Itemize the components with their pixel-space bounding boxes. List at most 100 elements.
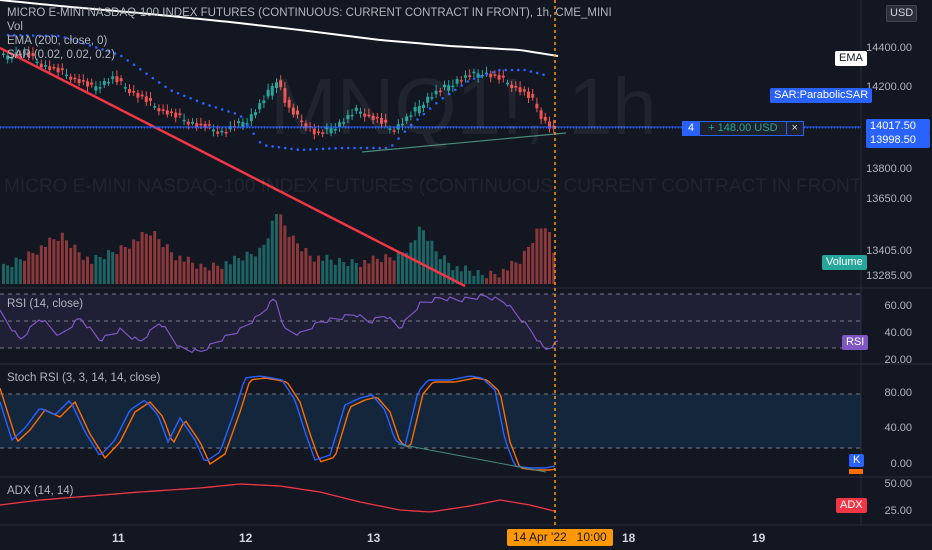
volume-bar (94, 254, 98, 284)
volume-bar (359, 267, 362, 284)
candle-body (514, 86, 518, 88)
order-close-button[interactable]: × (786, 121, 804, 136)
candle-body (136, 92, 140, 98)
currency-button[interactable]: USD (886, 5, 918, 22)
candle-body (39, 63, 43, 68)
time-label: 11 (112, 531, 125, 545)
volume-bar (195, 268, 199, 284)
order-quantity[interactable]: 4 (682, 121, 701, 136)
sar-dot (409, 123, 413, 127)
volume-bar (56, 240, 60, 284)
sar-dot (38, 34, 41, 37)
candle-body (409, 115, 413, 117)
legend-stoch-rsi[interactable]: Stoch RSI (3, 3, 14, 14, close) (7, 372, 161, 384)
volume-bar (350, 259, 354, 284)
legend-sar[interactable]: SAR (0.02, 0.02, 0.2) (7, 49, 116, 61)
volume-bar (165, 244, 169, 284)
sar-dot (63, 36, 66, 39)
volume-bar (384, 254, 388, 284)
volume-bar (476, 270, 480, 284)
time-label: 19 (752, 531, 766, 545)
candle-body (354, 107, 358, 111)
sar-dot (157, 81, 161, 84)
stoch-k-tag: K (849, 454, 865, 467)
candle-body (325, 127, 329, 130)
candle-body (489, 73, 493, 78)
candle-body (543, 116, 547, 121)
candle-body (430, 97, 434, 99)
volume-bar (48, 237, 52, 284)
sar-dot (422, 112, 426, 116)
sar-dot (13, 33, 16, 37)
candle-body (44, 65, 47, 67)
sar-dot (31, 34, 35, 37)
legend-adx[interactable]: ADX (14, 14) (7, 485, 74, 497)
volume-bar (10, 267, 14, 284)
sar-dot (378, 146, 382, 150)
candle-body (275, 82, 278, 88)
volume-bar (254, 256, 257, 284)
candle-body (81, 80, 85, 82)
candle-body (522, 89, 526, 92)
candle-body (27, 51, 31, 58)
candle-body (249, 114, 253, 122)
sar-dot (220, 108, 224, 111)
volume-bar (144, 233, 148, 284)
adx-axis-label: 50.00 (884, 478, 912, 490)
volume-bar (422, 230, 425, 284)
volume-bar (543, 228, 547, 284)
candle-body (149, 98, 152, 101)
rsi-value-tag: RSI (842, 335, 869, 350)
volume-bar (443, 255, 446, 284)
volume-bar (31, 253, 35, 284)
volume-bar (153, 231, 157, 284)
candle-body (317, 131, 320, 133)
price-label: 13405.00 (866, 245, 912, 257)
volume-bar (510, 260, 514, 284)
volume-bar (186, 256, 190, 284)
volume-bar (132, 239, 136, 284)
candle-body (312, 128, 316, 135)
volume-bar (367, 263, 371, 284)
candle-body (518, 87, 522, 93)
volume-bar (497, 277, 501, 284)
candle-body (224, 131, 228, 134)
candle-body (115, 76, 119, 83)
candle-body (216, 131, 220, 134)
candle-body (464, 75, 467, 78)
legend-ema[interactable]: EMA (200, close, 0) (7, 35, 108, 47)
volume-bar (291, 235, 295, 284)
sar-dot (164, 85, 167, 89)
legend-rsi[interactable]: RSI (14, close) (7, 298, 84, 310)
candle-body (346, 115, 350, 120)
current-price-tag: 14017.50 (866, 119, 930, 134)
volume-bar (6, 265, 10, 284)
sar-dot (435, 101, 438, 105)
volume-bar (249, 254, 253, 284)
volume-bar (451, 270, 455, 284)
volume-bar (39, 245, 43, 284)
candle-body (254, 112, 257, 116)
volume-bar (149, 235, 152, 284)
candle-body (23, 51, 26, 53)
price-label: 13650.00 (866, 193, 912, 205)
ema-line (0, 0, 559, 57)
volume-bar (338, 258, 341, 284)
sar-dot (88, 44, 92, 47)
sar-dot (523, 68, 526, 72)
order-line-box[interactable]: 4 + 148.00 USD × (682, 121, 804, 136)
candle-body (128, 89, 131, 94)
candle-body (548, 121, 551, 129)
volume-bar (459, 271, 463, 284)
volume-bar (207, 270, 211, 284)
candle-body (56, 67, 60, 73)
volume-bar (18, 259, 22, 284)
volume-bar (531, 243, 535, 284)
candle-body (459, 80, 463, 82)
volume-bar (44, 246, 47, 284)
sar-dot (202, 102, 205, 105)
sar-dot (227, 110, 230, 113)
legend-volume[interactable]: Vol (7, 21, 23, 33)
candle-body (86, 81, 89, 87)
